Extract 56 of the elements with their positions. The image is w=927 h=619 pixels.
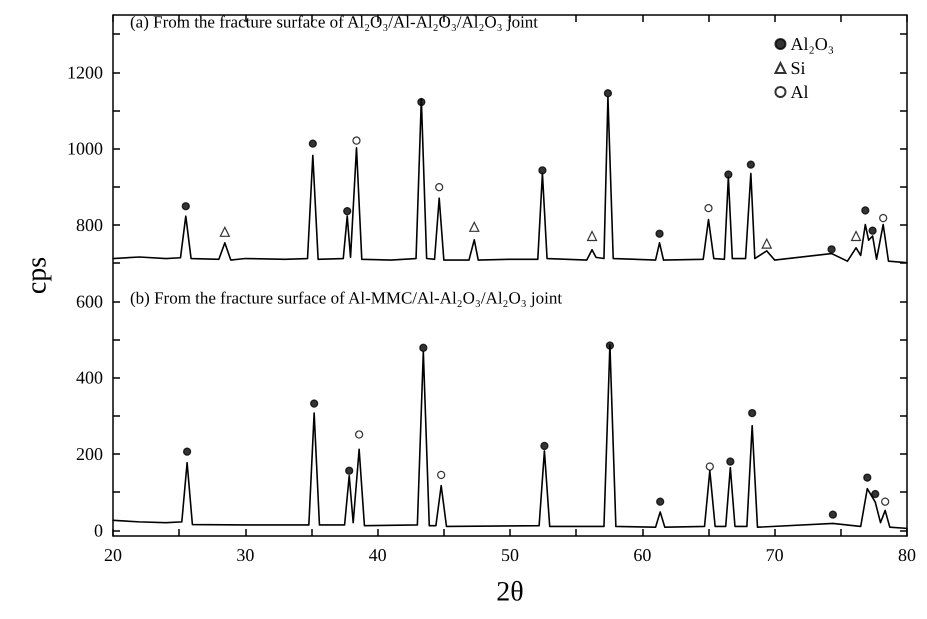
y-tick-label: 600 (76, 291, 103, 312)
legend-label: Al (790, 82, 808, 102)
point (343, 207, 352, 216)
x-tick-label: 30 (236, 545, 254, 565)
point (656, 498, 664, 506)
x-tick-label: 70 (766, 545, 784, 565)
point (437, 470, 446, 480)
annotation: (b) From the fracture surface of Al-MMC/Al-Al₂O₃/Al₂O₃ joint (130, 288, 562, 308)
x-tick-label: 40 (368, 545, 387, 565)
point (345, 466, 354, 475)
point (604, 89, 612, 98)
legend-label: Si (790, 58, 806, 78)
x-tick-label: 80 (898, 545, 916, 565)
y-tick-label: 400 (76, 368, 103, 388)
x-axis-title: 2θ (496, 576, 524, 608)
point (748, 409, 756, 418)
point (827, 245, 836, 254)
point (871, 490, 880, 498)
point (220, 226, 230, 237)
point (183, 448, 192, 456)
y-axis-title: cps (22, 256, 52, 294)
point (762, 238, 772, 249)
point (863, 474, 872, 482)
point (704, 204, 713, 212)
point (706, 462, 714, 471)
point (828, 510, 837, 519)
y-tick-label: 200 (76, 444, 103, 464)
point (419, 344, 428, 352)
y-tick-label: 1000 (67, 138, 103, 159)
point (850, 230, 862, 242)
y-tick-label: 1200 (67, 62, 103, 82)
point (726, 457, 734, 466)
point (868, 226, 877, 235)
y-tick-label: 0 (94, 520, 103, 540)
point (310, 399, 318, 408)
x-tick-label: 50 (501, 545, 519, 565)
y-tick-label: 800 (76, 214, 103, 235)
point (308, 140, 317, 148)
legend-label: Al₂O₃ (790, 34, 834, 54)
point (469, 222, 480, 232)
point (586, 230, 598, 242)
point (655, 230, 664, 238)
point (724, 170, 732, 179)
point (435, 183, 444, 192)
point (355, 430, 364, 439)
point (746, 160, 755, 169)
x-tick-label: 60 (633, 545, 652, 565)
point (538, 166, 547, 174)
annotation: (a) From the fracture surface of Al₂O₃/Al-Al₂O₃/Al₂O₃ joint (130, 12, 538, 32)
point (861, 206, 870, 215)
point (182, 202, 190, 210)
point (540, 442, 549, 450)
point (352, 136, 361, 145)
point (881, 498, 890, 506)
point (879, 214, 888, 222)
x-tick-label: 20 (104, 545, 122, 565)
